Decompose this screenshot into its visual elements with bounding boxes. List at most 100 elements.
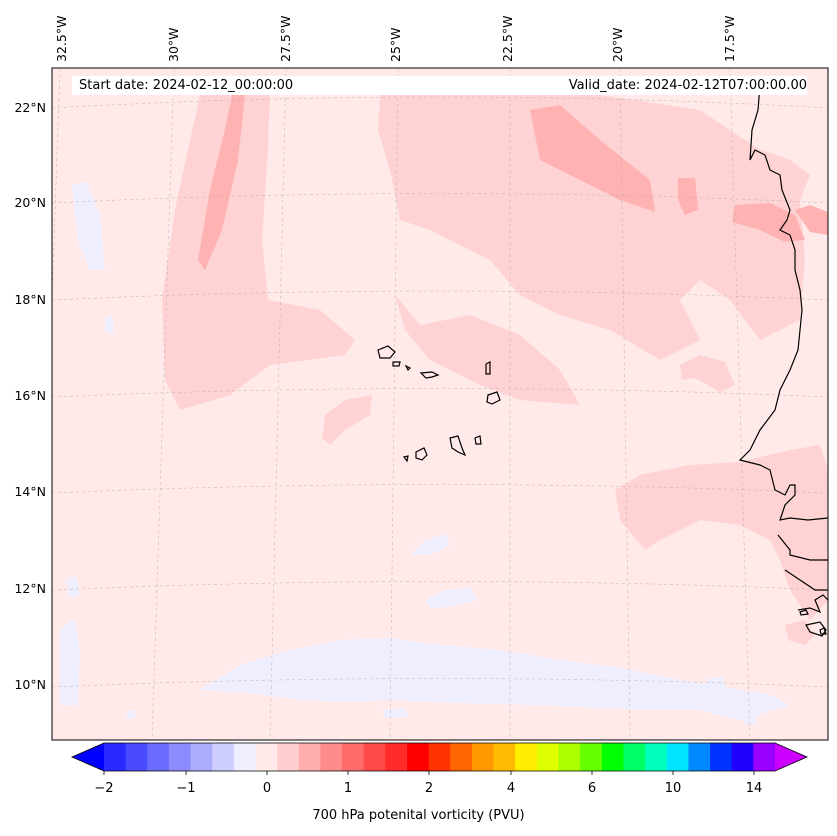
pv-region-lavender-1 [410,534,450,555]
lat-label-14: 14°N [14,484,46,499]
latitude-labels: 22°N 20°N 18°N 16°N 14°N 12°N 10°N [14,100,46,692]
lon-label-20: 20°W [610,27,625,62]
start-date-label: Start date: 2024-02-12_00:00:00 [72,76,549,95]
africa-coastline [738,84,829,637]
gridline-lat-12 [51,581,829,591]
colorbar-segment [255,743,278,771]
colorbar-segment [168,743,192,771]
pv-region-lavender-5 [66,576,80,598]
island-brava [402,455,409,463]
colorbar-segment [298,743,321,771]
lat-label-22: 22°N [14,100,46,115]
pv-region-lavender-9 [743,710,757,725]
pv-region-central-lower [395,295,580,405]
cb-label-m2: −2 [94,781,113,796]
gridline-lon-25 [389,67,399,741]
colorbar-segment [558,743,581,771]
colorbar: −2 −1 0 1 2 4 6 10 14 [71,742,808,796]
lat-label-18: 18°N [14,292,46,307]
pv-contours [60,75,828,725]
coastlines [377,84,829,637]
colorbar-segment [471,743,495,771]
cb-label-14: 14 [746,781,763,796]
colorbar-segment [147,743,170,771]
gridline-lat-16 [51,388,829,398]
island-boa-vista [486,391,501,405]
colorbar-segment [580,743,603,771]
cb-label-0: 0 [263,781,271,796]
pv-region-lavender-8 [382,708,408,718]
gridline-lon-32-5 [51,67,61,301]
cb-label-2: 2 [425,781,433,796]
colorbar-extend-max [775,743,807,771]
colorbar-segment [601,743,624,771]
lon-label-25: 25°W [388,27,403,62]
pv-region-east-core-2 [678,178,698,215]
cb-label-m1: −1 [176,781,195,796]
colorbar-title: 700 hPa potenital vorticity (PVU) [312,808,525,823]
pv-region-east-small [680,355,735,392]
island-bijagos-1 [799,609,809,616]
gridlines [51,67,829,741]
gridline-lon-27-5 [269,67,287,741]
colorbar-segment [536,743,560,771]
island-maio [474,435,482,445]
colorbar-segment [731,743,754,771]
gridline-lat-22 [51,96,829,109]
map-frame [51,67,829,741]
island-sao-nicolau [419,371,440,379]
pv-region-lavender-6 [60,618,80,705]
colorbar-segment [212,743,235,771]
colorbar-segment [428,743,451,771]
colorbar-segment [363,743,386,771]
pv-region-east-core-1 [530,105,655,212]
pv-region-west-band [162,75,355,410]
pv-region-lavender-2 [425,588,478,608]
colorbar-segment [688,743,711,771]
lon-label-32-5: 32.5°W [54,16,69,62]
colorbar-segment [710,743,733,771]
lat-label-20: 20°N [14,195,46,210]
pv-region-mid-blob [322,395,372,445]
cb-label-10: 10 [665,781,682,796]
island-santiago [449,435,467,457]
island-sao-vicente [392,361,401,367]
gridline-lat-10 [51,678,829,688]
colorbar-segment [753,743,776,771]
colorbar-segment [645,743,668,771]
gridline-lon-20 [619,67,631,741]
colorbar-extend-min [72,743,104,771]
island-santa-luzia [404,364,412,372]
island-bijagos-2 [819,627,827,635]
pv-region-red-spot [795,205,828,235]
colorbar-segment [104,743,127,771]
colorbar-tick-labels: −2 −1 0 1 2 4 6 10 14 [94,781,762,796]
pv-region-south-lavender [200,638,790,720]
pv-region-lavender-3 [72,182,105,270]
lat-label-16: 16°N [14,388,46,403]
gridline-lat-14 [51,484,829,494]
colorbar-segment [515,743,538,771]
pv-region-lavender-4 [105,316,114,333]
cb-label-4: 4 [507,781,515,796]
lon-label-22-5: 22.5°W [500,16,515,62]
longitude-labels: 32.5°W 30°W 27.5°W 25°W 22.5°W 20°W 17.5… [54,16,737,62]
colorbar-segment [623,743,646,771]
pv-region-southeast-tip [785,620,815,645]
gridline-lat-18 [51,290,829,301]
lon-label-17-5: 17.5°W [722,16,737,62]
colorbar-segment [320,743,343,771]
gridline-lon-30 [151,67,175,741]
colorbar-segment [342,743,365,771]
cb-label-6: 6 [588,781,596,796]
cb-label-1: 1 [344,781,352,796]
island-fogo [415,447,428,461]
colorbar-segment [407,743,430,771]
gridline-lat-20 [51,193,829,204]
lon-label-27-5: 27.5°W [278,16,293,62]
valid-date-label: Valid_date: 2024-02-12T07:00:00.00 [542,76,807,95]
colorbar-segments [72,743,807,771]
pv-region-lavender-10 [126,710,136,719]
island-sal [485,361,491,375]
pv-region-east-core-3 [732,203,805,242]
